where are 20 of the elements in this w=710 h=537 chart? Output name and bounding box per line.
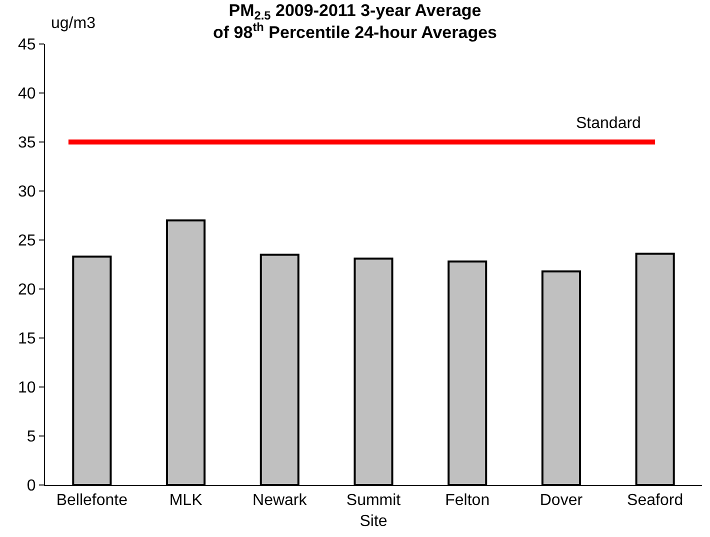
y-tick-label: 25 xyxy=(18,232,36,250)
y-tick-label: 0 xyxy=(26,478,36,495)
x-tick-label: Bellefonte xyxy=(56,492,128,510)
y-axis-title: ug/m3 xyxy=(51,15,96,32)
chart-title: PM$_{2.5}$ 2009-2011 3-year Average of 98$^{th}$ Percentile 24-hour Averages xyxy=(213,1,497,42)
y-tick-label: 20 xyxy=(18,282,36,299)
y-tick-label: 45 xyxy=(18,36,36,54)
ref-line-label: Standard xyxy=(576,115,641,132)
x-tick-label: Newark xyxy=(252,492,308,510)
x-tick-label: Seaford xyxy=(627,492,684,510)
y-tick-label: 5 xyxy=(26,428,36,446)
x-tick-label: Summit Site xyxy=(346,492,402,530)
x-tick-label: MLK xyxy=(169,492,203,510)
y-tick-label: 40 xyxy=(18,86,36,103)
y-tick-label: 30 xyxy=(18,184,36,201)
y-tick-label: 10 xyxy=(18,380,36,397)
x-tick-label: Felton xyxy=(445,492,490,510)
y-tick-label: 35 xyxy=(18,134,36,152)
y-tick-label: 15 xyxy=(18,330,36,348)
x-tick-label: Dover xyxy=(540,492,584,510)
